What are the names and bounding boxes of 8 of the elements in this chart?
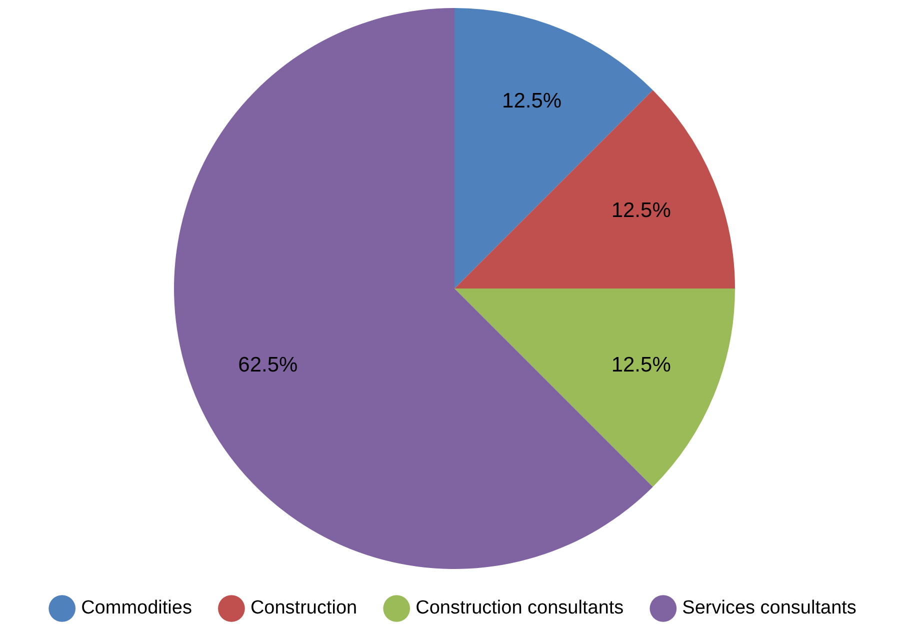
data-label: 62.5% (238, 354, 298, 377)
legend-label: Construction consultants (416, 598, 624, 619)
data-label: 12.5% (611, 199, 671, 222)
legend-label: Commodities (81, 598, 192, 619)
legend-label: Construction (250, 598, 358, 619)
data-label: 12.5% (611, 354, 671, 377)
data-label: 12.5% (502, 90, 562, 113)
legend-label: Services consultants (682, 598, 856, 619)
